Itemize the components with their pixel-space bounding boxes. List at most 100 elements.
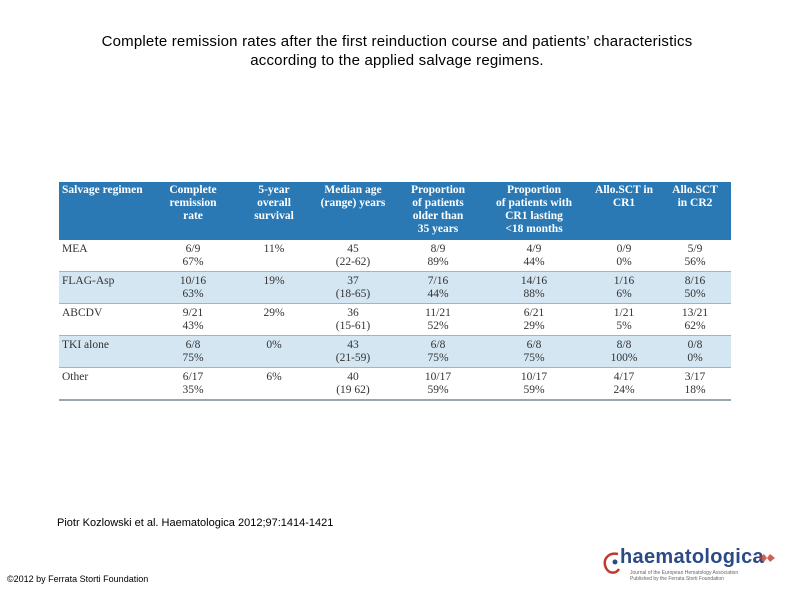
table-cell: 45 (22-62) (309, 240, 397, 272)
cell-value: 50% (684, 288, 706, 300)
results-table-container: Salvage regimen Complete remission rate 5-y… (59, 182, 731, 401)
cell-value: 14/16 (520, 275, 548, 287)
table-cell: 10/16 63% (147, 271, 239, 304)
cell-value: 44% (427, 288, 449, 300)
cell-value: TKI alone (62, 339, 109, 351)
column-header-line: overall survival (254, 197, 294, 222)
column-header-6: Proportion of patients with CR1 lasting <18… (479, 182, 589, 240)
column-header-line: in CR2 (677, 197, 713, 209)
table-cell: 40 (19 62) (309, 367, 397, 401)
column-header-line: 5-year (258, 184, 290, 196)
table-cell: 3/17 18% (659, 367, 731, 401)
table-row: TKI alone 6/8 75% 0% 43 (21-59) 6/8 75% 6/8 75% 8/… (59, 335, 731, 368)
cell-value: 6/17 (182, 371, 204, 383)
table-cell: 11/21 52% (397, 303, 479, 336)
column-header-line: <18 months (505, 223, 563, 235)
cell-value: 18% (684, 384, 706, 396)
logo-tagline-2: Published by the Ferrata Storti Foundati… (630, 576, 724, 582)
logo-emblem-icon (759, 554, 775, 562)
table-body: MEA 6/9 67% 11% 45 (22-62) 8/9 89% 4/9 44% 0/9 0% 5/… (59, 240, 731, 401)
table-cell: 9/21 43% (147, 303, 239, 336)
cell-value: 11/21 (425, 307, 451, 319)
column-header-line: Proportion (410, 184, 466, 196)
table-cell: 13/21 62% (659, 303, 731, 336)
cell-value: 89% (427, 256, 449, 268)
table-cell: 6/8 75% (397, 335, 479, 368)
cell-value: (21-59) (335, 352, 371, 364)
table-cell: 37 (18-65) (309, 271, 397, 304)
column-header-4: Median age (range) years (309, 182, 397, 240)
cell-value: FLAG-Asp (62, 275, 115, 287)
table-cell: 43 (21-59) (309, 335, 397, 368)
column-header-line: of patients (412, 197, 464, 209)
table-cell: 29% (239, 303, 309, 336)
table-cell: 19% (239, 271, 309, 304)
regimen-name-cell: Other (59, 367, 147, 401)
cell-value: 75% (427, 352, 449, 364)
table-cell: 6/9 67% (147, 240, 239, 272)
title-line-1: Complete remission rates after the first… (101, 33, 693, 50)
title-line-2: according to the applied salvage regimen… (250, 52, 544, 69)
cell-value: (22-62) (335, 256, 371, 268)
column-header-line: older than (412, 210, 464, 222)
table-row: MEA 6/9 67% 11% 45 (22-62) 8/9 89% 4/9 44% 0/9 0% 5/… (59, 240, 731, 272)
cell-value: 0/9 (616, 243, 632, 255)
table-cell: 36 (15-61) (309, 303, 397, 336)
table-cell: 6% (239, 367, 309, 401)
column-header-line: Allo.SCT (672, 184, 718, 196)
cell-value: 36 (347, 307, 359, 319)
cell-value: 43 (347, 339, 359, 351)
column-header-line: Proportion (506, 184, 562, 196)
column-header-3: 5-year overall survival (239, 182, 309, 240)
cell-value: 63% (182, 288, 204, 300)
table-header-row: Salvage regimen Complete remission rate 5-y… (59, 182, 731, 240)
table-cell: 14/16 88% (479, 271, 589, 304)
cell-value: 3/17 (684, 371, 706, 383)
logo-tagline-1: Journal of the European Hematology Assoc… (630, 570, 739, 576)
regimen-name-cell: FLAG-Asp (59, 271, 147, 304)
table-cell: 7/16 44% (397, 271, 479, 304)
cell-value: 37 (347, 275, 359, 287)
regimen-name-cell: MEA (59, 240, 147, 272)
logo-wordmark: haematologica (620, 546, 764, 568)
table-cell: 8/8 100% (589, 335, 659, 368)
column-header-line: Allo.SCT in (595, 184, 653, 196)
cell-value: 8/9 (430, 243, 446, 255)
cell-value: 6/8 (430, 339, 446, 351)
cell-value: 75% (182, 352, 204, 364)
cell-value: 10/16 (179, 275, 207, 287)
logo-tagline: Journal of the European Hematology Assoc… (630, 570, 770, 582)
table-cell: 0/8 0% (659, 335, 731, 368)
cell-value: 1/21 (613, 307, 635, 319)
column-header-1: Salvage regimen (59, 182, 147, 240)
table-cell: 10/17 59% (397, 367, 479, 401)
cell-value: 5% (616, 320, 632, 332)
cell-value: 1/16 (613, 275, 635, 287)
column-header-line: CR1 lasting (505, 210, 563, 222)
haematologica-logo: haematologica Journal of the European He… (600, 546, 780, 582)
copyright: ©2012 by Ferrata Storti Foundation (7, 574, 149, 584)
cell-value: 6/21 (523, 307, 545, 319)
cell-value: 24% (613, 384, 635, 396)
cell-value: 6/9 (185, 243, 201, 255)
cell-value: 75% (523, 352, 545, 364)
cell-value: 59% (523, 384, 545, 396)
cell-value: 52% (427, 320, 449, 332)
column-header-2: Complete remission rate (147, 182, 239, 240)
table-cell: 10/17 59% (479, 367, 589, 401)
table-row: FLAG-Asp 10/16 63% 19% 37 (18-65) 7/16 44% 14/16… (59, 271, 731, 304)
table-cell: 4/17 24% (589, 367, 659, 401)
cell-value: 9/21 (182, 307, 204, 319)
column-header-line: CR1 (612, 197, 636, 209)
table-cell: 5/9 56% (659, 240, 731, 272)
slide-title: Complete remission rates after the first… (40, 32, 754, 70)
table-cell: 0% (239, 335, 309, 368)
results-table: Salvage regimen Complete remission rate 5-y… (59, 182, 731, 401)
cell-value: 6% (266, 371, 282, 383)
cell-value: 0% (266, 339, 282, 351)
cell-value: 0% (687, 352, 703, 364)
regimen-name-cell: TKI alone (59, 335, 147, 368)
table-cell: 4/9 44% (479, 240, 589, 272)
column-header-line: (range) years (320, 197, 386, 209)
table-cell: 1/16 6% (589, 271, 659, 304)
